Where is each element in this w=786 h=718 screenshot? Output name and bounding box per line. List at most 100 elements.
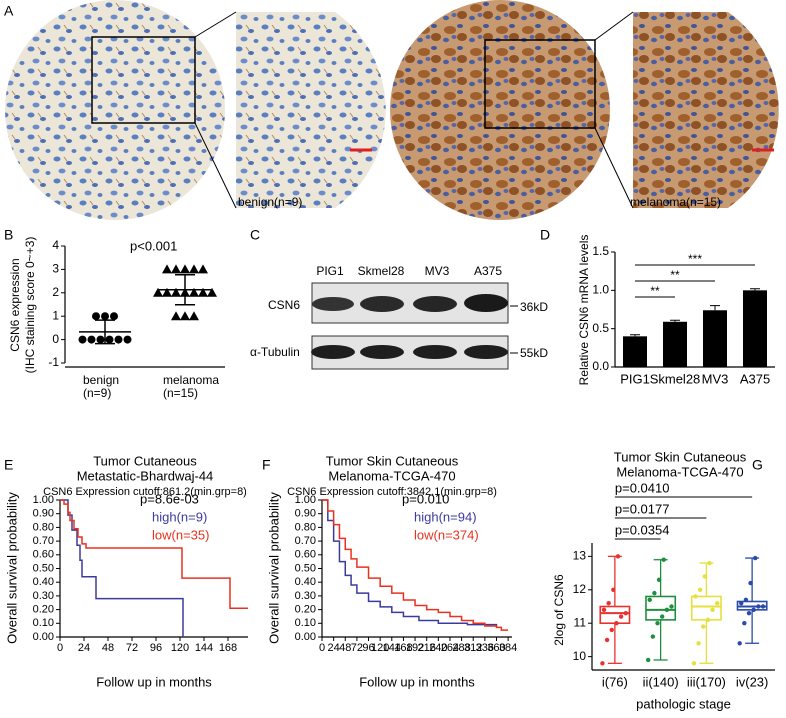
point [101,312,109,321]
point [604,637,610,643]
zoom-line [194,11,237,38]
point [645,657,651,663]
y-tick-label: 1.5 [592,244,609,258]
legend-label: low(n=35) [152,527,209,542]
panel-letter: G [752,457,763,473]
point [105,335,114,344]
y-tick-label: 0.10 [295,617,316,629]
error-bar [670,319,680,322]
tissue-image [390,0,610,220]
point [180,311,190,321]
y-tick-label: 1.0 [592,283,609,297]
annotation: p<0.001 [130,238,177,253]
x-tick-label: 192 [406,642,424,654]
point [198,287,208,297]
y-tick-label: 0.70 [33,535,54,547]
point [600,661,605,666]
y-tick-label: 0 [52,332,59,346]
legend-label: low(n=374) [414,527,479,542]
y-tick-label: 0.60 [295,549,316,561]
zoom-line [594,127,634,209]
y-tick-label: 3 [52,262,59,276]
bar [703,310,727,367]
y-tick-label: 0.60 [33,549,54,561]
point [746,610,752,616]
x-tick-label: 48 [339,642,351,654]
point [669,604,674,609]
x-tick-label: 144 [383,642,401,654]
y-tick-label: 0.5 [592,321,609,335]
panel-letter: D [540,227,550,243]
zoom-image [633,12,779,208]
x-tick-label: 168 [394,642,412,654]
x-tick-label: ii(140) [643,674,679,689]
panel-c: C PIG1 Skmel28 MV3 A375 CSN6 α-Tubulin 3… [250,227,548,370]
y-tick-label: 0.70 [295,535,316,547]
point [659,614,665,619]
legend-label: high(n=94) [414,509,477,524]
error-bar [630,334,640,337]
point [171,311,181,321]
point [650,634,656,639]
point [189,311,199,321]
x-axis-label: Follow up in months [359,674,475,689]
row-label: α-Tubulin [250,345,300,359]
y-tick-label: 1.00 [33,494,54,506]
zoom-line [194,122,237,209]
bar [663,321,687,367]
band [413,296,457,312]
point [742,621,747,626]
x-tick-label: iv(23) [736,674,769,689]
significance-label: p=0.0354 [615,522,670,537]
survival-curve [322,499,498,627]
caption: melanoma(n=15) [630,195,721,209]
significance-label: ** [670,268,680,282]
x-tick-label: 240 [429,642,447,654]
band [464,294,508,312]
point [701,624,706,629]
point [207,287,217,297]
point [153,287,163,297]
point [162,287,172,297]
x-tick-label: 216 [418,642,436,654]
zoom-line [594,11,634,41]
point [92,312,100,321]
chart-title: Tumor Skin Cutaneous [614,449,747,464]
y-tick-label: 0.50 [33,562,54,574]
x-tick-label: 96 [150,642,162,654]
y-tick-label: 0.30 [295,590,316,602]
x-tick-label: 384 [499,642,517,654]
x-tick-label: MV3 [702,371,729,386]
lane-label: PIG1 [316,264,344,278]
x-tick-label: i(76) [602,674,628,689]
x-tick-label: 120 [371,642,389,654]
y-tick-label: 0.80 [33,521,54,533]
annotation: p=8.6e-03 [140,491,199,506]
y-tick-label: 0.30 [33,590,54,602]
error-bar [95,319,115,345]
x-tick-label: benign [83,373,119,387]
point [737,641,742,646]
bar [623,336,647,367]
zoom-box [484,39,596,129]
y-tick-label: -1 [48,355,59,369]
lane-label: A375 [474,264,502,278]
lane-label: MV3 [425,264,450,278]
point [647,597,652,603]
y-tick-label: 12 [573,582,587,596]
y-axis-label: CSN6 expression [8,258,22,351]
significance-label: p=0.0177 [615,501,670,516]
y-tick-label: 0.10 [33,617,54,629]
tissue-image [5,0,225,220]
annotation: p=0.010 [402,491,449,506]
panel-letter: B [4,227,13,243]
panel-letter: E [4,457,13,473]
y-tick-label: 0.40 [295,576,316,588]
x-tick-label: iii(170) [687,674,726,689]
y-tick-label: 1 [52,308,59,322]
x-tick-label: 120 [171,642,189,654]
y-tick-label: 0.0 [592,359,609,373]
chart-title: Tumor Cutaneous [93,453,197,468]
x-tick-label: melanoma [163,373,219,387]
